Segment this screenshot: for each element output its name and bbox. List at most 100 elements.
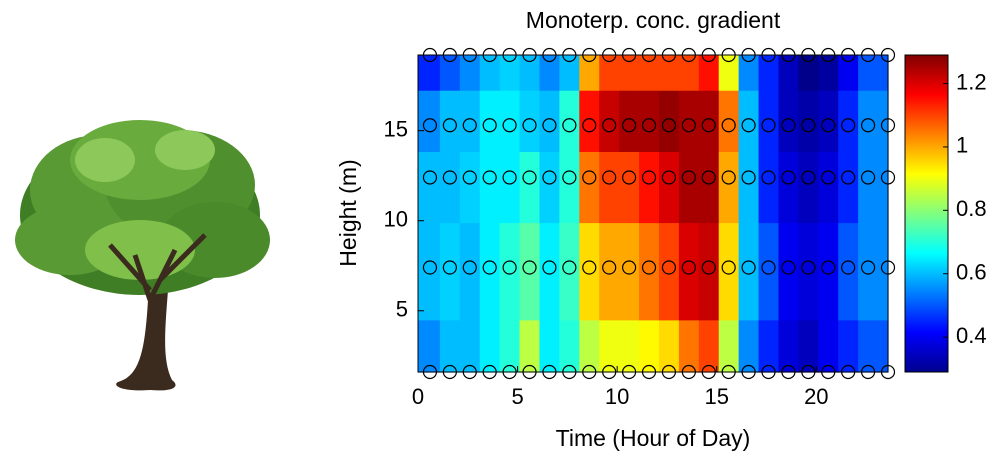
heat-cell (778, 222, 799, 321)
heat-cell (658, 151, 680, 224)
heat-cell (519, 319, 541, 373)
heat-cell (459, 222, 481, 321)
heat-cell (678, 90, 700, 152)
measurement-point (462, 118, 477, 133)
heat-cell (778, 319, 799, 373)
tree-illustration (15, 120, 270, 391)
measurement-point (522, 260, 537, 275)
measurement-point (622, 260, 637, 275)
measurement-point (681, 170, 696, 185)
measurement-point (422, 118, 438, 133)
measurement-point (482, 118, 497, 133)
heat-cell (818, 319, 839, 373)
heat-cell (878, 55, 889, 91)
heat-cell (519, 151, 541, 224)
measurement-point (860, 118, 876, 133)
heat-cell (639, 319, 660, 373)
heat-cell (479, 90, 501, 152)
heat-cell (798, 222, 819, 321)
heat-cell (539, 222, 560, 321)
measurement-point (502, 170, 517, 185)
measurement-point (482, 260, 497, 275)
heat-cell (639, 55, 660, 91)
y-tick-label: 15 (384, 116, 408, 141)
measurement-point (661, 118, 677, 133)
heat-cell (579, 319, 600, 373)
heat-cell (559, 222, 580, 321)
heat-cell (718, 222, 740, 321)
heat-cell (418, 319, 441, 373)
measurement-point (721, 260, 736, 275)
y-tick-label: 5 (396, 297, 408, 322)
measurement-point (661, 260, 677, 275)
heat-cell (439, 319, 461, 373)
heat-cell (639, 151, 660, 224)
heat-cell (439, 55, 461, 91)
heat-cell (559, 151, 580, 224)
colorbar (904, 54, 949, 373)
measurement-point (422, 170, 438, 185)
measurement-point (442, 260, 457, 275)
heat-cell (778, 90, 799, 152)
heat-cell (559, 55, 580, 91)
heat-cell (599, 55, 620, 91)
measurement-point (681, 118, 696, 133)
colorbar-tick-label: 1 (956, 133, 968, 158)
heat-cell (778, 55, 799, 91)
heat-cell (758, 222, 780, 321)
y-axis-label: Height (m) (335, 159, 361, 266)
heat-cell (678, 55, 700, 91)
measurement-point (821, 118, 836, 133)
measurement-point (841, 260, 856, 275)
heat-cell (698, 55, 720, 91)
measurement-point (442, 170, 457, 185)
measurement-point (582, 118, 597, 133)
heat-cell (539, 90, 560, 152)
measurement-point (860, 260, 876, 275)
heat-cell (718, 90, 740, 152)
measurement-point (562, 170, 577, 185)
heat-cell (619, 90, 640, 152)
heat-cell (698, 151, 720, 224)
heat-cell (439, 222, 461, 321)
measurement-point (741, 170, 756, 185)
heat-cell (599, 222, 620, 321)
measurement-point (821, 170, 836, 185)
measurement-point (522, 118, 537, 133)
heat-cell (459, 90, 481, 152)
heat-cell (539, 151, 560, 224)
heat-cell (559, 319, 580, 373)
heat-cell (639, 222, 660, 321)
measurement-point (701, 170, 716, 185)
heat-cell (418, 151, 441, 224)
x-tick-label: 0 (412, 384, 424, 409)
measurement-point (542, 170, 557, 185)
heat-cell (439, 90, 461, 152)
colorbar-tick-label: 0.6 (956, 260, 987, 285)
colorbar-tick-label: 0.8 (956, 196, 987, 221)
heat-cell (818, 55, 839, 91)
measurement-point (602, 260, 617, 275)
heat-cell (599, 151, 620, 224)
heat-cell (758, 319, 780, 373)
heat-cell (758, 90, 780, 152)
heat-cell (619, 55, 640, 91)
measurement-point (602, 118, 617, 133)
heat-cell (439, 151, 461, 224)
measurement-point (741, 260, 756, 275)
heat-cell (619, 319, 640, 373)
measurement-point (801, 118, 816, 133)
heat-cell (418, 55, 441, 91)
measurement-point (781, 170, 796, 185)
measurement-point (701, 118, 716, 133)
heat-cell (718, 151, 740, 224)
measurement-point (462, 260, 477, 275)
measurement-point (761, 260, 776, 275)
heat-cell (738, 222, 760, 321)
heat-cell (858, 90, 879, 152)
heat-cell (499, 90, 521, 152)
heat-cell (678, 222, 700, 321)
heat-cell (619, 222, 640, 321)
heat-cell (858, 151, 879, 224)
heat-cell (738, 55, 760, 91)
